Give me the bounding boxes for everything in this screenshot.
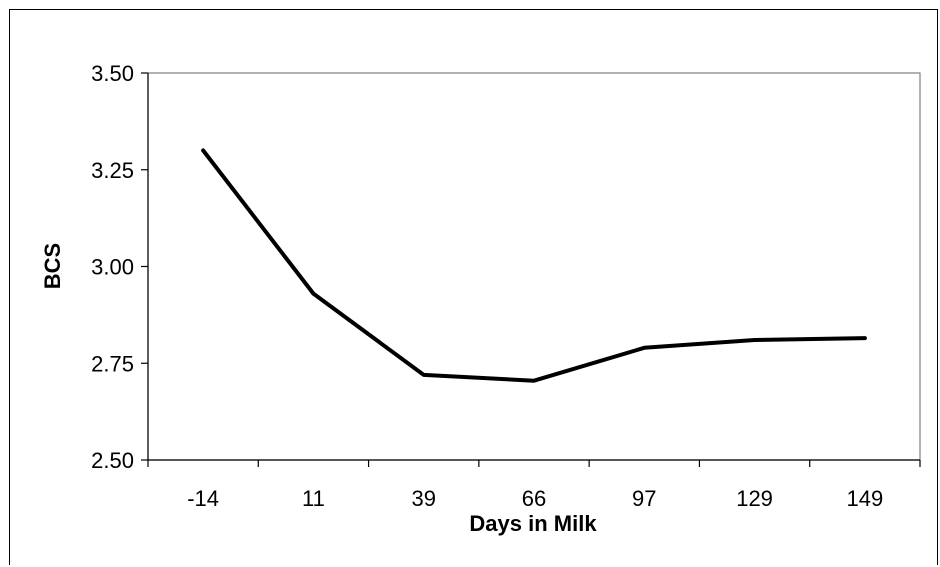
x-tick-label: 66 (522, 486, 546, 511)
x-tick-label: 97 (632, 486, 656, 511)
y-tick-label: 3.50 (91, 61, 134, 86)
y-tick-label: 3.00 (91, 255, 134, 280)
y-tick-label: 3.25 (91, 158, 134, 183)
x-tick-label: 39 (411, 486, 435, 511)
y-axis-title: BCS (40, 243, 65, 289)
y-tick-label: 2.50 (91, 448, 134, 473)
chart-frame (9, 9, 938, 565)
x-tick-label: 11 (302, 486, 325, 511)
x-axis-title: Days in Milk (469, 511, 597, 536)
x-tick-label: -14 (187, 486, 219, 511)
x-tick-label: 149 (846, 486, 883, 511)
series-line (201, 148, 867, 383)
plot-area-border (147, 72, 921, 461)
y-tick-label: 2.75 (91, 351, 134, 376)
x-tick-label: 129 (736, 486, 773, 511)
